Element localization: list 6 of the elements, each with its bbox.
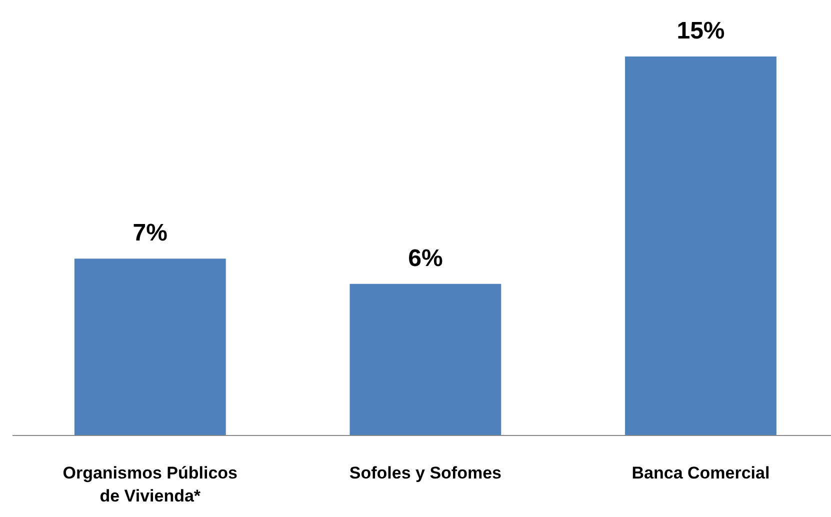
data-label: 6% <box>408 244 443 272</box>
data-label: 15% <box>676 18 725 44</box>
x-tick-label: Banca Comercial <box>632 464 770 482</box>
x-tick-label: Sofoles y Sofomes <box>349 464 502 482</box>
data-label: 7% <box>132 220 168 247</box>
x-tick-label: Organismos Públicos de Vivienda* <box>62 464 238 506</box>
